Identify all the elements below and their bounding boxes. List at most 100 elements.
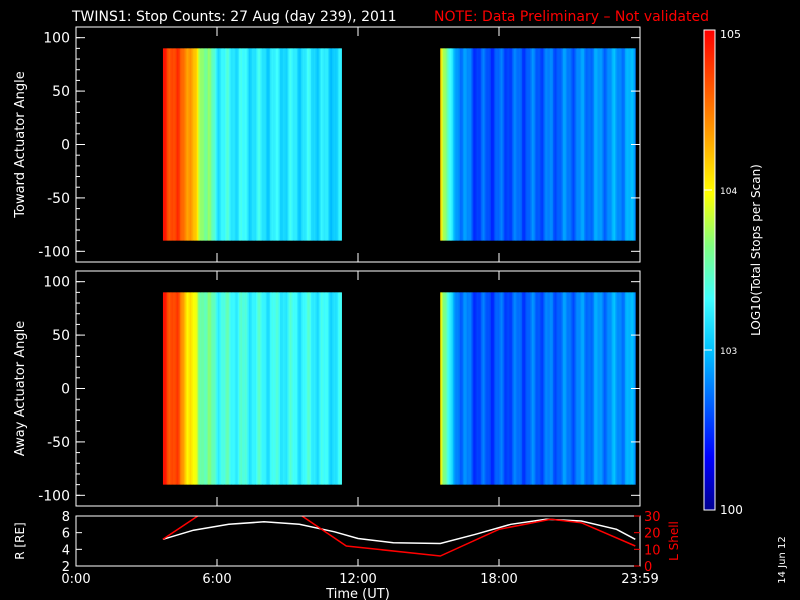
time-xtick-label: 6:00 xyxy=(202,572,231,587)
away-heatmap-column xyxy=(519,292,522,485)
away-heatmap-column xyxy=(581,292,584,485)
toward-heatmap-column xyxy=(162,48,165,241)
away-heatmap-column xyxy=(265,292,268,485)
toward-heatmap-column xyxy=(492,48,495,241)
toward-heatmap-column xyxy=(459,48,462,241)
away-ytick-label: 50 xyxy=(52,328,70,344)
away-heatmap-column xyxy=(531,292,534,485)
toward-heatmap-column xyxy=(216,48,219,241)
toward-heatmap-column xyxy=(258,48,261,241)
away-heatmap-column xyxy=(496,292,499,485)
lshell-ytick-label: 30 xyxy=(644,510,661,525)
away-heatmap-column xyxy=(164,292,167,485)
toward-heatmap-column xyxy=(308,48,310,241)
toward-heatmap-column xyxy=(623,48,626,241)
orbit-ytick-label: 2 xyxy=(62,560,70,575)
toward-ytick-label: 100 xyxy=(43,31,70,47)
toward-heatmap-column xyxy=(257,48,260,241)
away-heatmap-column xyxy=(330,292,333,485)
toward-heatmap-column xyxy=(468,48,471,241)
toward-heatmap-column xyxy=(251,48,254,241)
toward-heatmap-column xyxy=(509,48,512,241)
toward-heatmap-column xyxy=(167,48,169,241)
away-heatmap-column xyxy=(468,292,471,485)
toward-heatmap-column xyxy=(312,48,315,241)
away-heatmap-column xyxy=(479,292,482,485)
away-heatmap-column xyxy=(612,292,615,485)
away-heatmap-column xyxy=(561,292,564,485)
away-heatmap-column xyxy=(188,292,191,485)
toward-heatmap-column xyxy=(248,48,251,241)
toward-heatmap-column xyxy=(226,48,229,241)
toward-heatmap-column xyxy=(519,48,522,241)
away-heatmap-column xyxy=(279,292,282,485)
away-heatmap-column xyxy=(248,292,251,485)
away-heatmap-column xyxy=(337,292,340,485)
away-heatmap-column xyxy=(482,292,485,485)
away-heatmap-column xyxy=(230,292,233,485)
lshell-ytick-label: 0 xyxy=(644,560,652,575)
toward-heatmap-column xyxy=(215,48,217,241)
toward-heatmap-column xyxy=(261,48,264,241)
toward-heatmap-column xyxy=(322,48,325,241)
toward-ylabel: Toward Actuator Angle xyxy=(13,71,28,218)
away-heatmap-column xyxy=(536,292,538,485)
away-heatmap-column xyxy=(212,292,215,485)
toward-ytick-label: 50 xyxy=(52,84,70,100)
away-heatmap-column xyxy=(258,292,261,485)
away-heatmap-column xyxy=(512,292,514,485)
away-heatmap-column xyxy=(298,292,301,485)
away-heatmap-column xyxy=(274,292,277,485)
away-heatmap-column xyxy=(288,292,291,485)
away-heatmap-column xyxy=(299,292,302,485)
away-heatmap-column xyxy=(175,292,178,485)
toward-heatmap-column xyxy=(239,48,241,241)
toward-heatmap-column xyxy=(613,48,616,241)
toward-heatmap-column xyxy=(567,48,569,241)
away-heatmap-column xyxy=(237,292,240,485)
toward-heatmap-column xyxy=(455,48,458,241)
away-heatmap-column xyxy=(219,292,222,485)
toward-heatmap-column xyxy=(506,48,509,241)
toward-heatmap-column xyxy=(196,48,199,241)
away-heatmap-column xyxy=(533,292,536,485)
away-heatmap-column xyxy=(513,292,516,485)
away-heatmap-column xyxy=(585,292,588,485)
away-heatmap-column xyxy=(336,292,339,485)
away-heatmap-column xyxy=(277,292,279,485)
toward-heatmap-column xyxy=(588,48,591,241)
away-heatmap-column xyxy=(182,292,185,485)
away-heatmap-column xyxy=(569,292,572,485)
toward-heatmap-cells xyxy=(162,48,636,241)
away-heatmap-column xyxy=(478,292,481,485)
away-heatmap-column xyxy=(193,292,196,485)
toward-heatmap-column xyxy=(213,48,216,241)
toward-heatmap-column xyxy=(175,48,178,241)
time-xtick-label: 12:00 xyxy=(339,572,376,587)
away-heatmap-column xyxy=(223,292,226,485)
toward-heatmap-column xyxy=(582,48,585,241)
away-heatmap-column xyxy=(261,292,264,485)
away-heatmap-column xyxy=(524,292,527,485)
away-heatmap-cells xyxy=(162,292,636,485)
toward-heatmap-column xyxy=(457,48,459,241)
toward-heatmap-column xyxy=(554,48,557,241)
toward-heatmap-column xyxy=(451,48,454,241)
away-heatmap-column xyxy=(578,292,581,485)
toward-heatmap-column xyxy=(572,48,575,241)
toward-heatmap-column xyxy=(181,48,184,241)
toward-heatmap-column xyxy=(330,48,333,241)
toward-heatmap-column xyxy=(227,48,230,241)
toward-heatmap-column xyxy=(445,48,448,241)
away-heatmap-column xyxy=(605,292,608,485)
toward-heatmap-column xyxy=(274,48,277,241)
toward-heatmap-column xyxy=(510,48,513,241)
away-heatmap-column xyxy=(464,292,467,485)
toward-heatmap-column xyxy=(538,48,541,241)
away-heatmap-column xyxy=(462,292,465,485)
away-heatmap-column xyxy=(172,292,175,485)
away-heatmap-column xyxy=(239,292,241,485)
away-heatmap-column xyxy=(278,292,281,485)
orbit-ytick-label: 6 xyxy=(62,527,70,542)
toward-heatmap-column xyxy=(476,48,479,241)
